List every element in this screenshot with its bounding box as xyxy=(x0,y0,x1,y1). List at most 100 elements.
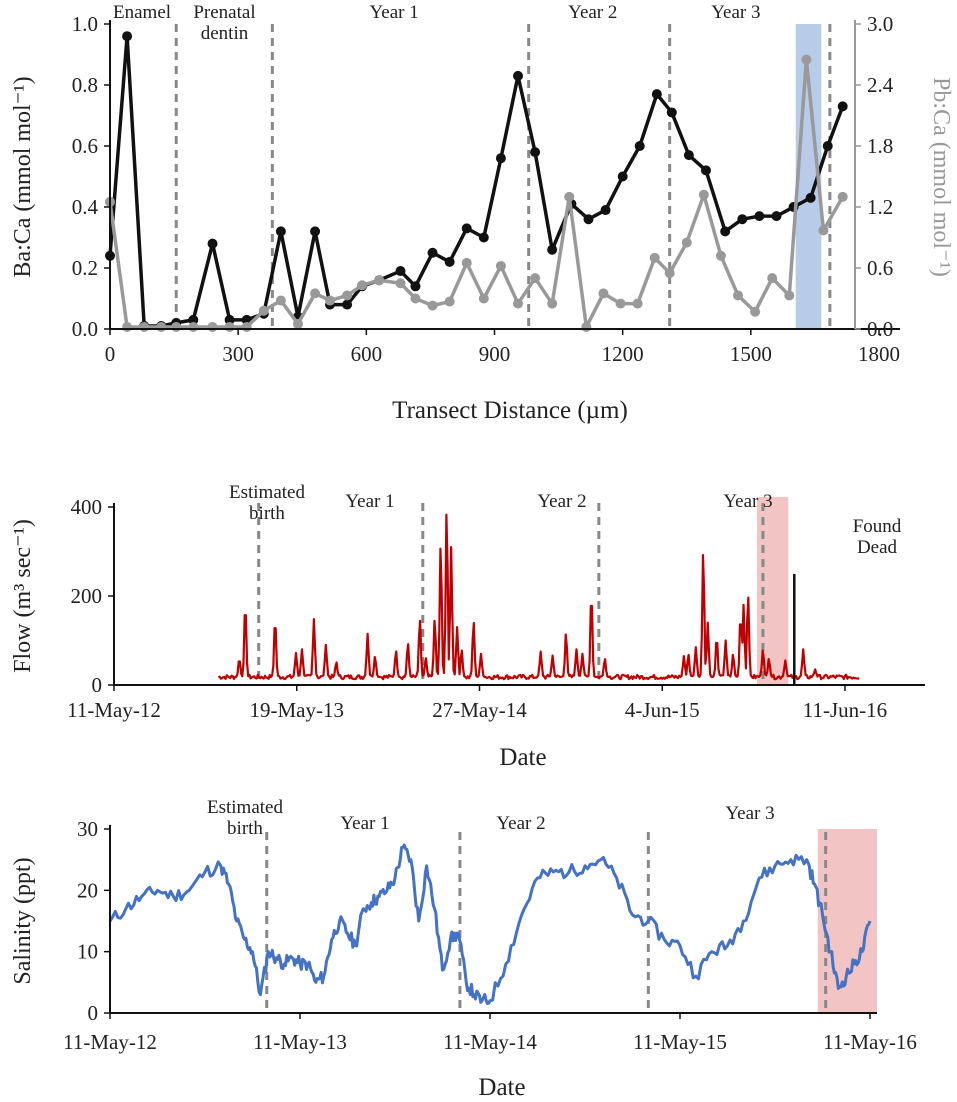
y-tick-label: 0.0 xyxy=(72,317,98,341)
x-tick-label: 0 xyxy=(105,342,116,366)
data-point xyxy=(410,281,421,292)
x-tick-label: 900 xyxy=(479,342,511,366)
y-tick-label: 10 xyxy=(77,940,98,964)
data-point xyxy=(444,296,455,307)
data-point xyxy=(733,290,744,301)
data-point xyxy=(156,321,167,332)
data-point xyxy=(664,268,675,279)
data-point xyxy=(771,211,782,222)
y-axis-title: Flow (m³ sec⁻¹) xyxy=(10,519,36,673)
data-point xyxy=(700,165,711,176)
y-axis-title: Salinity (ppt) xyxy=(10,857,36,984)
data-point xyxy=(374,275,385,286)
data-point xyxy=(750,306,761,317)
data-point xyxy=(410,293,421,304)
data-point xyxy=(649,252,660,263)
data-point xyxy=(342,290,353,301)
data-point xyxy=(634,141,645,151)
x-tick-label: 4-Jun-15 xyxy=(625,698,700,722)
x-tick-label: 11-May-14 xyxy=(443,1030,537,1054)
series-line-salinity xyxy=(108,843,872,1006)
data-point xyxy=(310,226,321,237)
x-axis-title: Transect Distance (µm) xyxy=(392,397,628,424)
x-tick-label: 1200 xyxy=(602,342,644,366)
x-axis-title: Date xyxy=(499,744,546,771)
data-point xyxy=(801,54,812,65)
data-point xyxy=(461,223,472,234)
y-tick-label: 0 xyxy=(92,673,103,697)
data-point xyxy=(325,295,336,306)
data-point xyxy=(818,225,829,236)
y2-tick-label: 2.4 xyxy=(867,73,894,97)
y-tick-label: 0.2 xyxy=(72,256,98,280)
data-point xyxy=(737,214,748,225)
data-point xyxy=(715,250,726,261)
found-dead-label: Found Dead xyxy=(853,516,902,558)
data-point xyxy=(427,300,438,311)
data-point xyxy=(512,70,523,81)
data-point xyxy=(754,211,765,222)
y-axis-title: Ba:Ca (mmol mol⁻¹) xyxy=(10,76,36,277)
data-point xyxy=(357,280,368,291)
data-point xyxy=(342,299,353,310)
data-point xyxy=(310,288,321,299)
data-point xyxy=(600,205,611,216)
data-point xyxy=(720,226,731,237)
data-point xyxy=(683,150,694,161)
x-tick-label: 1500 xyxy=(730,342,772,366)
data-point xyxy=(805,192,816,203)
series-line-pb-ca xyxy=(108,57,845,329)
x-tick-label: 27-May-14 xyxy=(432,698,527,722)
y-tick-label: 0.4 xyxy=(72,195,99,219)
y-tick-label: 20 xyxy=(77,878,98,902)
data-point xyxy=(495,260,506,271)
data-point xyxy=(188,321,199,332)
data-point xyxy=(478,232,489,243)
data-point xyxy=(598,288,609,299)
data-point xyxy=(241,321,252,332)
data-point xyxy=(512,298,523,309)
segment-label: Year 3 xyxy=(723,491,772,512)
y2-tick-label: 1.8 xyxy=(867,134,893,158)
panel-salinity: 11-May-12 11-May-13 11-May-14 11-May-15 11-M… xyxy=(10,797,917,1101)
segment-label: Estimated birth xyxy=(207,797,283,839)
data-point xyxy=(207,321,218,332)
data-point xyxy=(615,298,626,309)
data-point xyxy=(651,89,662,100)
data-point xyxy=(292,318,303,329)
data-point xyxy=(275,295,286,306)
x-tick-label: 11-May-12 xyxy=(63,1030,157,1054)
data-point xyxy=(617,171,628,182)
data-point xyxy=(583,214,594,225)
data-point xyxy=(444,256,455,267)
data-point xyxy=(681,237,692,248)
shaded-region xyxy=(817,829,877,1013)
data-point xyxy=(698,189,709,200)
data-point xyxy=(122,321,133,332)
y-tick-label: 1.0 xyxy=(72,12,98,36)
data-point xyxy=(822,141,833,151)
x-tick-label: 11-May-13 xyxy=(253,1030,347,1054)
data-point xyxy=(564,191,575,202)
data-point xyxy=(767,273,778,284)
segment-label: Year 2 xyxy=(537,491,586,512)
data-point xyxy=(258,305,269,316)
x-tick-label: 1800 xyxy=(858,342,900,366)
segment-label: Year 1 xyxy=(369,2,418,23)
data-point xyxy=(224,321,235,332)
data-point xyxy=(395,278,406,289)
x-tick-label: 300 xyxy=(222,342,254,366)
x-tick-label: 11-May-15 xyxy=(633,1030,727,1054)
data-point xyxy=(581,321,592,332)
data-point xyxy=(632,298,643,309)
data-point xyxy=(784,290,795,301)
data-point xyxy=(207,238,218,249)
data-point xyxy=(139,321,150,332)
segment-label: Year 3 xyxy=(711,2,760,23)
segment-label: Year 1 xyxy=(345,491,394,512)
x-tick-label: 11-May-12 xyxy=(67,698,161,722)
y-tick-label: 0.8 xyxy=(72,73,98,97)
y2-tick-label: 0.0 xyxy=(867,317,893,341)
data-point xyxy=(666,107,677,118)
